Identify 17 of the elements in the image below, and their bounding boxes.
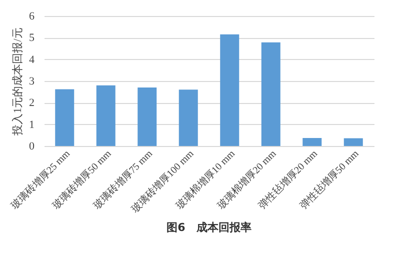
y-tick-label: 4 (29, 54, 35, 66)
bar (138, 88, 157, 146)
text: 图6 成本回报率 (166, 220, 252, 234)
bar (96, 85, 116, 146)
bar (178, 90, 198, 146)
bar (55, 89, 74, 146)
y-tick-label: 5 (29, 32, 35, 44)
y-tick-label: 2 (29, 97, 34, 110)
y-tick-label: 1 (29, 118, 34, 131)
bar (220, 34, 240, 146)
y-axis-title: 投入1元的成本回报/元 (11, 28, 24, 136)
bar (261, 42, 280, 146)
bar (344, 138, 363, 146)
y-tick-label: 6 (29, 10, 35, 22)
bar (302, 138, 322, 146)
y-tick-label: 3 (29, 76, 35, 88)
y-tick-label: 0 (29, 140, 35, 152)
